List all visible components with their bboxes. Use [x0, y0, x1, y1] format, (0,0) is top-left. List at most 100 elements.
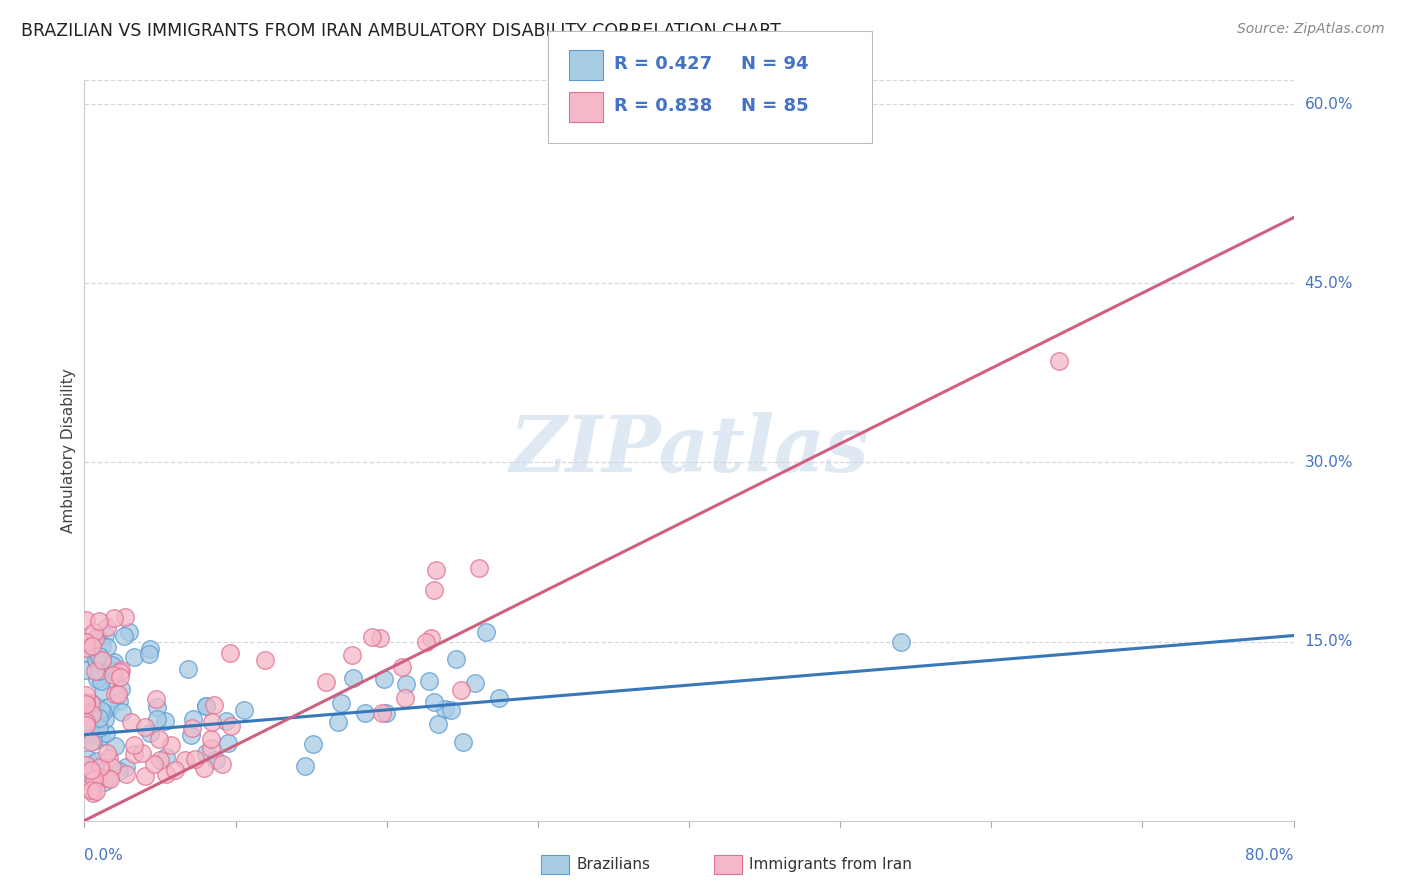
- Point: [75, 634, 97, 648]
- Point: [294, 759, 316, 773]
- Point: [301, 737, 323, 751]
- Point: [110, 665, 132, 679]
- Point: [86, 656, 108, 670]
- Point: [326, 714, 349, 729]
- Point: [146, 700, 169, 714]
- Point: [354, 706, 377, 720]
- Point: [75, 718, 97, 732]
- Point: [90, 703, 112, 717]
- Point: [219, 719, 242, 733]
- Point: [180, 728, 202, 742]
- Point: [89, 760, 111, 774]
- Point: [98, 772, 121, 786]
- Point: [91, 684, 114, 698]
- Point: [375, 706, 398, 721]
- Point: [181, 721, 204, 735]
- Point: [98, 751, 121, 765]
- Text: R = 0.427: R = 0.427: [614, 55, 713, 73]
- Point: [75, 695, 97, 709]
- Point: [84, 653, 107, 667]
- Point: [76, 777, 98, 791]
- Point: [82, 786, 104, 800]
- Point: [330, 696, 353, 710]
- Point: [79, 711, 101, 725]
- Point: [94, 725, 117, 739]
- Point: [86, 754, 108, 768]
- Point: [373, 672, 395, 686]
- Text: 45.0%: 45.0%: [1305, 276, 1353, 291]
- Point: [110, 664, 132, 678]
- Point: [233, 703, 256, 717]
- Point: [82, 639, 104, 653]
- Text: N = 85: N = 85: [741, 97, 808, 115]
- Point: [101, 760, 124, 774]
- Point: [75, 663, 97, 677]
- Point: [98, 700, 121, 714]
- Point: [90, 674, 112, 689]
- Point: [146, 712, 169, 726]
- Point: [124, 747, 146, 761]
- Point: [217, 736, 239, 750]
- Point: [89, 649, 111, 664]
- Point: [315, 675, 337, 690]
- Point: [177, 661, 200, 675]
- Point: [194, 699, 217, 714]
- Point: [254, 653, 277, 667]
- Point: [75, 646, 97, 660]
- Point: [340, 648, 363, 663]
- Point: [110, 681, 132, 696]
- Point: [114, 760, 136, 774]
- Point: [108, 670, 131, 684]
- Point: [104, 687, 127, 701]
- Point: [394, 690, 416, 705]
- Point: [163, 763, 186, 777]
- Point: [94, 628, 117, 642]
- Point: [211, 757, 233, 772]
- Point: [134, 769, 156, 783]
- Point: [87, 711, 110, 725]
- Point: [425, 563, 447, 577]
- Point: [122, 649, 145, 664]
- Point: [100, 657, 122, 672]
- Point: [96, 746, 118, 760]
- Point: [91, 639, 114, 653]
- Point: [114, 610, 136, 624]
- Point: [84, 632, 107, 647]
- Text: 15.0%: 15.0%: [1305, 634, 1353, 649]
- Point: [83, 704, 105, 718]
- Point: [107, 687, 129, 701]
- Point: [415, 635, 437, 649]
- Point: [80, 735, 103, 749]
- Point: [195, 699, 218, 714]
- Point: [184, 752, 207, 766]
- Point: [80, 696, 103, 710]
- Point: [138, 647, 160, 661]
- Point: [91, 705, 114, 719]
- Point: [101, 668, 124, 682]
- Point: [93, 712, 115, 726]
- Point: [87, 721, 110, 735]
- Point: [80, 756, 103, 771]
- Point: [475, 624, 498, 639]
- Point: [181, 712, 204, 726]
- Text: N = 94: N = 94: [741, 55, 808, 73]
- Point: [90, 729, 112, 743]
- Point: [75, 758, 97, 772]
- Point: [83, 664, 105, 678]
- Point: [1047, 354, 1070, 368]
- Point: [139, 642, 162, 657]
- Point: [201, 715, 224, 730]
- Point: [77, 752, 100, 766]
- Point: [153, 714, 176, 728]
- Point: [75, 688, 97, 702]
- Point: [80, 723, 103, 738]
- Point: [86, 630, 108, 644]
- Point: [84, 784, 107, 798]
- Point: [96, 620, 118, 634]
- Text: Immigrants from Iran: Immigrants from Iran: [749, 857, 912, 871]
- Point: [89, 664, 111, 678]
- Point: [219, 646, 242, 660]
- Point: [131, 746, 153, 760]
- Point: [83, 625, 105, 640]
- Point: [115, 767, 138, 781]
